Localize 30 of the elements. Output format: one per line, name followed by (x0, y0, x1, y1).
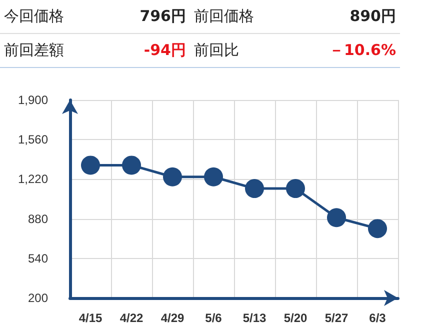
point (81, 156, 100, 175)
text: 今回価格 (0, 0, 105, 34)
point (122, 156, 141, 175)
x-tick-label: 4/22 (120, 311, 144, 325)
text: 前回価格 (190, 0, 295, 34)
x-tick-label: 4/29 (160, 311, 184, 325)
x-tick-label: 5/20 (284, 311, 308, 325)
text: －10.6% (295, 34, 400, 68)
y-tick-label: 200 (28, 291, 48, 305)
point (286, 179, 305, 198)
text: 前回差額 (0, 34, 105, 68)
y-tick-label: 880 (28, 212, 48, 226)
y-tick-label: 1,560 (18, 132, 48, 147)
point (204, 167, 223, 186)
text: -94円 (105, 34, 190, 68)
y-tick-label: 540 (28, 251, 48, 266)
x-tick-label: 5/27 (324, 311, 348, 325)
text: 前回比 (190, 34, 295, 68)
point (163, 167, 182, 186)
y-tick-label: 1,220 (18, 172, 48, 186)
point (327, 208, 346, 228)
x-tick-label: 5/6 (205, 311, 222, 325)
x-tick-label: 6/3 (369, 311, 386, 325)
point (368, 219, 387, 238)
text: 890円 (295, 0, 400, 34)
y-tick-label: 1,900 (18, 93, 48, 107)
text: 796円 (105, 0, 190, 34)
point (245, 179, 264, 198)
x-tick-label: 4/15 (78, 311, 102, 325)
x-tick-label: 5/13 (242, 311, 266, 325)
